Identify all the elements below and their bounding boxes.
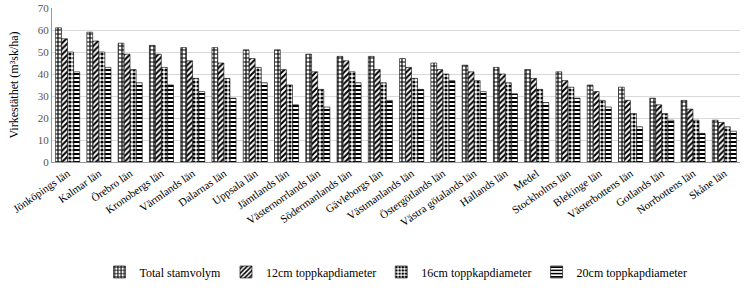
svg-text:Jämtlands län: Jämtlands län	[235, 167, 292, 212]
svg-text:Västra götalands län: Västra götalands län	[398, 167, 479, 229]
svg-text:Norrbottens län: Norrbottens län	[634, 167, 698, 217]
svg-text:70: 70	[38, 2, 50, 14]
svg-text:Medel: Medel	[511, 167, 541, 193]
svg-text:30: 30	[38, 90, 50, 102]
svg-text:Gävleborgs län: Gävleborgs län	[323, 167, 385, 215]
svg-text:Gotlands län: Gotlands län	[613, 167, 666, 209]
svg-text:Virkestäthet (m³sk/ha): Virkestäthet (m³sk/ha)	[7, 31, 21, 138]
svg-text:16cm toppkapdiameter: 16cm toppkapdiameter	[421, 266, 531, 280]
svg-text:Kalmar län: Kalmar län	[56, 167, 104, 205]
svg-text:0: 0	[43, 156, 49, 168]
svg-text:Total stamvolym: Total stamvolym	[140, 266, 221, 280]
svg-text:20cm toppkapdiameter: 20cm toppkapdiameter	[577, 266, 687, 280]
svg-text:Västerbottens län: Västerbottens län	[565, 167, 635, 221]
svg-text:Västmanlands län: Västmanlands län	[345, 167, 417, 222]
svg-text:40: 40	[38, 68, 50, 80]
svg-text:Jönköpings län: Jönköpings län	[11, 167, 73, 215]
svg-text:60: 60	[38, 24, 50, 36]
svg-text:Värmlands län: Värmlands län	[137, 167, 197, 214]
svg-text:12cm toppkapdiameter: 12cm toppkapdiameter	[266, 266, 376, 280]
svg-text:50: 50	[38, 46, 50, 58]
svg-text:Kronobergs län: Kronobergs län	[103, 167, 166, 216]
svg-text:Örebro län: Örebro län	[89, 167, 135, 204]
svg-text:Blekinge län: Blekinge län	[551, 167, 604, 209]
svg-text:Stockholms län: Stockholms län	[510, 167, 573, 216]
svg-text:Södermanlands län: Södermanlands län	[278, 167, 354, 225]
svg-text:Hallands län: Hallands län	[458, 167, 511, 209]
svg-text:Västernorrlands län: Västernorrlands län	[244, 167, 322, 227]
svg-text:20: 20	[38, 112, 50, 124]
svg-text:10: 10	[38, 134, 50, 146]
svg-text:Uppsala län: Uppsala län	[210, 167, 260, 207]
svg-text:Östergötlands län: Östergötlands län	[377, 167, 447, 221]
svg-text:Skåne län: Skåne län	[686, 167, 729, 202]
svg-text:Dalarnas län: Dalarnas län	[176, 167, 229, 209]
